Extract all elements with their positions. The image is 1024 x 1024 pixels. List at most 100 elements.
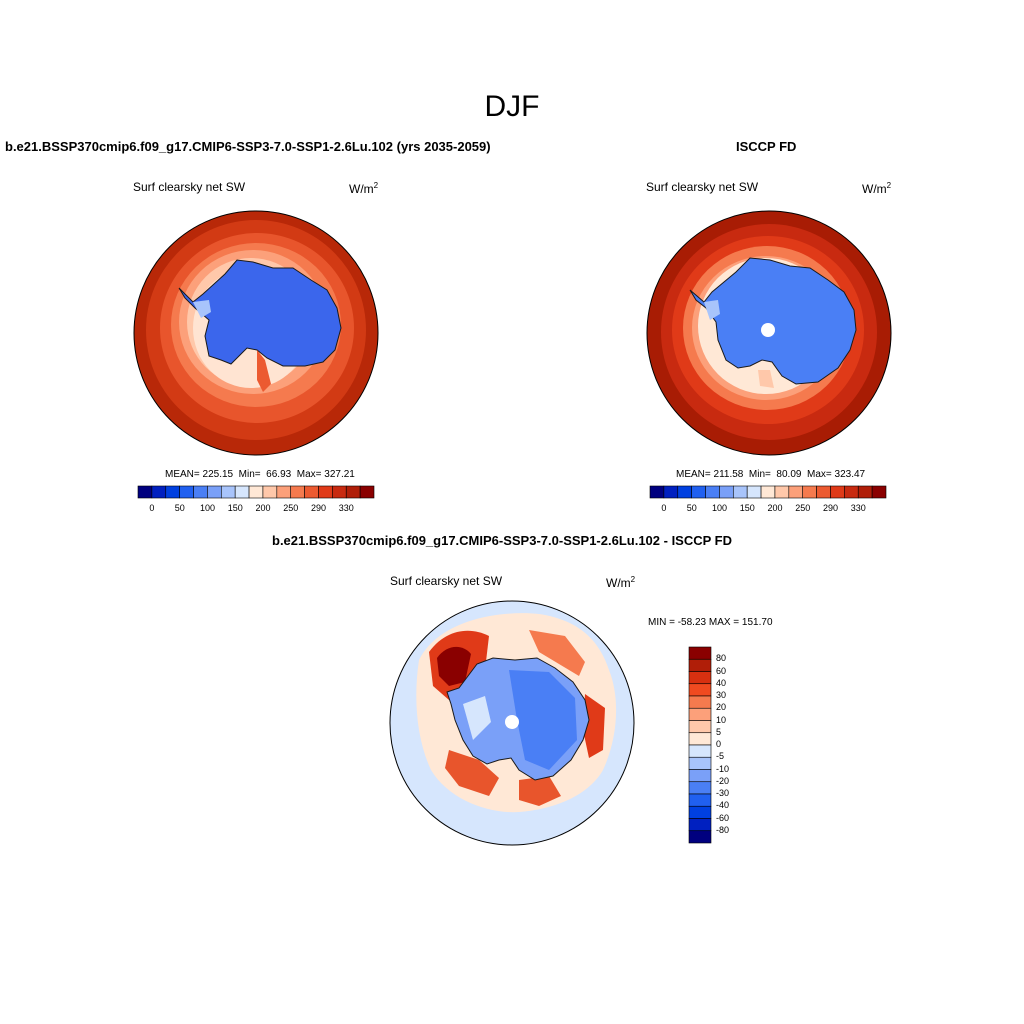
left-units-label: W/m2 bbox=[349, 181, 379, 196]
diff-colorbar-tick-label: 5 bbox=[716, 726, 722, 737]
right-colorbar-box bbox=[802, 485, 817, 499]
left-colorbar-box bbox=[248, 485, 264, 499]
right-colorbar-tick-label: 50 bbox=[686, 503, 697, 513]
left-colorbar-box bbox=[151, 485, 167, 499]
diff-units-label: W/m2 bbox=[606, 575, 636, 590]
right-colorbar-box bbox=[774, 485, 790, 499]
left-colorbar-box bbox=[262, 485, 278, 499]
left-colorbar-tick-label: 250 bbox=[283, 503, 299, 513]
diff-colorbar-tick-label: 20 bbox=[716, 702, 727, 713]
left-colorbar-tick-label: 290 bbox=[311, 503, 327, 513]
left-colorbar-box bbox=[276, 485, 292, 499]
right-colorbar-box bbox=[746, 485, 762, 499]
left-colorbar-box bbox=[318, 485, 333, 499]
left-colorbar-box bbox=[234, 485, 250, 499]
left-map-border bbox=[133, 210, 379, 456]
diff-colorbar-box bbox=[688, 744, 712, 758]
right-colorbar-box bbox=[788, 485, 804, 499]
left-colorbar-tick-label: 50 bbox=[174, 503, 185, 513]
left-colorbar-tick-label: 200 bbox=[255, 503, 271, 513]
diff-pole-hole bbox=[505, 715, 519, 729]
right-colorbar-box bbox=[732, 485, 748, 499]
left-colorbar-box bbox=[179, 485, 194, 499]
right-colorbar-box bbox=[649, 485, 665, 499]
diff-map-border bbox=[389, 600, 635, 846]
diff-peninsula-max bbox=[437, 646, 471, 686]
diff-colorbar-tick-label: -5 bbox=[716, 751, 725, 762]
right-map-border bbox=[646, 210, 892, 456]
left-colorbar-box bbox=[193, 485, 208, 499]
diff-colorbar-tick-label: -80 bbox=[716, 824, 730, 835]
diff-colorbar-tick-label: 30 bbox=[716, 690, 727, 700]
left-colorbar-box bbox=[137, 485, 153, 499]
diff-west-neutral bbox=[463, 696, 491, 740]
right-colorbar-box bbox=[816, 485, 831, 499]
diff-colorbar bbox=[688, 646, 712, 844]
right-colorbar-box bbox=[830, 485, 845, 499]
diff-colorbar-box bbox=[688, 683, 712, 697]
right-colorbar-tick-label: 100 bbox=[711, 503, 727, 513]
diff-colorbar-box bbox=[688, 695, 712, 709]
diff-colorbar-box bbox=[688, 793, 712, 807]
diff-colorbar-tick-label: 80 bbox=[716, 653, 727, 664]
left-panel-title: b.e21.BSSP370cmip6.f09_g17.CMIP6-SSP3-7.… bbox=[5, 139, 491, 154]
diff-colorbar-tick-label: -40 bbox=[716, 800, 730, 811]
right-colorbar-tick-label: 0 bbox=[661, 503, 667, 513]
diff-colorbar-box bbox=[688, 707, 712, 721]
left-variable-label: Surf clearsky net SW bbox=[133, 180, 246, 194]
diff-colorbar-tick-label: 0 bbox=[716, 739, 722, 749]
left-colorbar-tick-label: 0 bbox=[149, 503, 155, 513]
left-hotspot bbox=[257, 350, 271, 392]
diff-colorbar-tick-label: 10 bbox=[716, 714, 727, 725]
diff-variable-label: Surf clearsky net SW bbox=[390, 574, 503, 588]
left-antarctica-land bbox=[178, 259, 342, 367]
right-units-label: W/m2 bbox=[862, 181, 892, 196]
diff-colorbar-box bbox=[688, 732, 712, 746]
left-polar-map bbox=[133, 210, 379, 456]
left-colorbar-box bbox=[345, 485, 361, 499]
right-polar-map bbox=[646, 210, 892, 456]
figure-title: DJF bbox=[484, 90, 540, 123]
diff-wilkes-warm bbox=[583, 694, 605, 758]
diff-colorbar-tick-label: -20 bbox=[716, 775, 730, 786]
diff-colorbar-box bbox=[688, 769, 712, 783]
left-colorbar-box bbox=[332, 485, 347, 499]
diff-colorbar-tick-label: 60 bbox=[716, 665, 727, 676]
diff-colorbar-tick-label: -10 bbox=[716, 763, 730, 774]
right-variable-label: Surf clearsky net SW bbox=[646, 180, 759, 194]
right-stats: MEAN= 211.58 Min= 80.09 Max= 323.47 bbox=[676, 469, 866, 480]
left-colorbar-tick-label: 100 bbox=[199, 503, 215, 513]
right-colorbar-box bbox=[760, 485, 776, 499]
diff-colorbar-box bbox=[688, 830, 712, 844]
left-colorbar-box bbox=[359, 485, 375, 499]
left-peninsula-tint bbox=[193, 300, 211, 318]
right-colorbar-tick-label: 330 bbox=[850, 503, 866, 513]
right-colorbar-box bbox=[677, 485, 692, 499]
right-colorbar-box bbox=[663, 485, 679, 499]
diff-south-warm bbox=[519, 776, 561, 806]
right-pole-hole bbox=[761, 323, 775, 337]
diff-colorbar-box bbox=[688, 720, 712, 734]
diff-colorbar-box bbox=[688, 781, 712, 795]
diff-colorbar-box bbox=[688, 671, 712, 685]
right-antarctica-land bbox=[689, 257, 857, 385]
right-colorbar-tick-label: 290 bbox=[823, 503, 839, 513]
diff-colorbar-box bbox=[688, 646, 712, 660]
right-colorbar-box bbox=[719, 485, 734, 499]
diff-stats: MIN = -58.23 MAX = 151.70 bbox=[648, 617, 773, 628]
right-colorbar-tick-label: 250 bbox=[795, 503, 811, 513]
diff-colorbar-tick-label: -30 bbox=[716, 788, 730, 798]
diff-interior-cool bbox=[509, 670, 577, 770]
left-colorbar bbox=[137, 485, 375, 499]
left-colorbar-tick-label: 330 bbox=[338, 503, 354, 513]
right-colorbar-box bbox=[691, 485, 706, 499]
diff-polar-map bbox=[389, 600, 635, 846]
right-peninsula-tint bbox=[704, 300, 720, 320]
diff-east-warm bbox=[529, 630, 585, 676]
left-colorbar-box bbox=[304, 485, 319, 499]
right-colorbar-tick-label: 150 bbox=[739, 503, 755, 513]
diff-colorbar-tick-label: -60 bbox=[716, 812, 730, 823]
right-colorbar-box bbox=[705, 485, 720, 499]
right-colorbar-box bbox=[844, 485, 859, 499]
right-ross-tint bbox=[758, 370, 774, 388]
